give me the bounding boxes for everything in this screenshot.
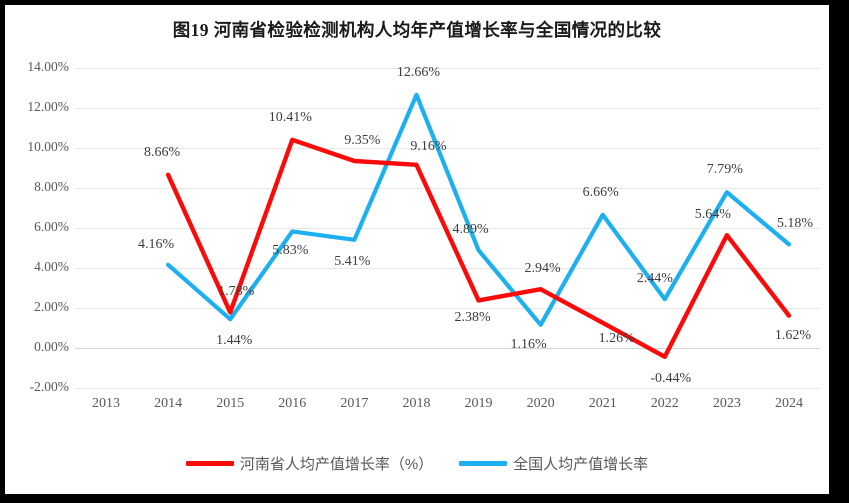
data-point-label: 5.64% bbox=[694, 207, 731, 223]
x-axis-tick: 2023 bbox=[712, 396, 741, 411]
data-point-label: 9.35% bbox=[344, 133, 381, 148]
data-point-label: 1.16% bbox=[510, 336, 547, 352]
y-axis-tick: 0.00% bbox=[34, 339, 69, 354]
data-point-label: 2.94% bbox=[524, 261, 561, 277]
x-axis-tick: 2021 bbox=[588, 396, 617, 411]
data-point-label: 10.41% bbox=[268, 109, 312, 125]
line-swatch-blue bbox=[459, 461, 508, 466]
y-axis-tick: -2.00% bbox=[29, 379, 69, 394]
data-point-label: 1.26% bbox=[598, 330, 635, 346]
x-axis-tick: 2018 bbox=[402, 396, 431, 411]
gridline bbox=[75, 188, 820, 189]
data-point-label: 1.44% bbox=[216, 333, 253, 349]
y-axis-tick: 2.00% bbox=[34, 299, 69, 314]
data-point-label: 4.89% bbox=[452, 222, 489, 238]
data-point-label: 2.38% bbox=[454, 310, 491, 326]
gridline bbox=[75, 148, 820, 149]
data-point-label: -0.44% bbox=[650, 370, 692, 386]
gridline bbox=[75, 388, 820, 389]
page-title: 图19 河南省检验检测机构人均年产值增长率与全国情况的比较 bbox=[172, 20, 662, 40]
x-axis-tick: 2020 bbox=[526, 396, 555, 411]
gridline bbox=[75, 348, 820, 349]
line-series-henan bbox=[165, 137, 792, 359]
data-point-label: 1.62% bbox=[774, 327, 812, 343]
x-axis-tick: 2024 bbox=[774, 396, 803, 411]
gridline bbox=[75, 108, 820, 109]
line-series-national bbox=[166, 92, 792, 327]
x-axis-tick: 2016 bbox=[278, 396, 307, 411]
y-axis-tick: 12.00% bbox=[27, 99, 69, 114]
x-axis-tick: 2013 bbox=[92, 396, 121, 411]
legend-entry[interactable]: 全国人均产值增长率 bbox=[459, 453, 648, 474]
data-point-label: 5.41% bbox=[334, 253, 371, 269]
legend-label: 全国人均产值增长率 bbox=[513, 456, 649, 473]
data-point-label: 6.66% bbox=[582, 184, 619, 200]
data-point-label: 5.83% bbox=[272, 243, 309, 259]
legend-label: 河南省人均产值增长率（%） bbox=[239, 456, 434, 473]
x-axis-tick: 2015 bbox=[216, 396, 245, 411]
chart-figure-frame: 图19 河南省检验检测机构人均年产值增长率与全国情况的比较 14.00% 12.0… bbox=[5, 5, 829, 494]
x-axis-tick: 2019 bbox=[464, 396, 493, 411]
gridline bbox=[75, 308, 820, 309]
data-point-label: 8.66% bbox=[144, 144, 181, 160]
legend-entry[interactable]: 河南省人均产值增长率（%） bbox=[185, 453, 434, 474]
plot-area: 8.66% 1.78% 10.41% 9.35% 9.16% 2.38% 2.94% 1.26… bbox=[75, 64, 820, 389]
x-axis-tick: 2022 bbox=[650, 396, 679, 411]
y-axis-tick: 6.00% bbox=[34, 219, 69, 234]
line-series-group bbox=[165, 92, 792, 359]
data-point-label: 9.16% bbox=[410, 138, 447, 154]
x-axis-tick: 2017 bbox=[340, 396, 369, 411]
legend: 河南省人均产值增长率（%） 全国人均产值增长率 bbox=[5, 453, 829, 474]
y-axis-tick: 10.00% bbox=[27, 139, 69, 154]
data-point-label: 4.16% bbox=[138, 236, 175, 252]
x-axis-tick: 2014 bbox=[154, 396, 183, 411]
line-swatch-red bbox=[185, 461, 234, 466]
data-point-label: 12.66% bbox=[396, 64, 441, 80]
data-point-label: 7.79% bbox=[706, 162, 743, 178]
gridline bbox=[75, 68, 820, 69]
data-point-label: 1.78% bbox=[218, 284, 255, 300]
y-axis-tick: 4.00% bbox=[34, 259, 69, 274]
data-point-label: 5.18% bbox=[776, 216, 814, 232]
data-point-label: 2.44% bbox=[636, 271, 673, 287]
gridline bbox=[75, 268, 820, 269]
y-axis-tick: 8.00% bbox=[34, 179, 69, 194]
y-axis-tick: 14.00% bbox=[27, 59, 69, 74]
